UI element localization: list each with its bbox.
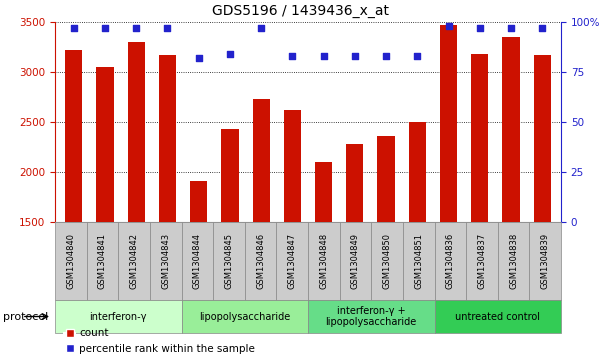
Text: GSM1304850: GSM1304850 <box>383 233 392 289</box>
Bar <box>96 67 114 222</box>
Text: GSM1304837: GSM1304837 <box>477 233 486 289</box>
Text: GSM1304841: GSM1304841 <box>98 233 107 289</box>
Bar <box>471 54 489 222</box>
Text: interferon-γ: interferon-γ <box>90 311 147 322</box>
Point <box>194 55 204 61</box>
Bar <box>377 136 395 222</box>
Bar <box>315 162 332 222</box>
Text: GSM1304845: GSM1304845 <box>224 233 233 289</box>
Text: untreated control: untreated control <box>455 311 540 322</box>
Point <box>537 25 547 31</box>
Bar <box>190 181 207 222</box>
Point <box>257 25 266 31</box>
Point <box>69 25 79 31</box>
Bar <box>221 129 239 222</box>
Text: GSM1304847: GSM1304847 <box>288 233 297 289</box>
Point <box>475 25 484 31</box>
Text: lipopolysaccharide: lipopolysaccharide <box>199 311 290 322</box>
Bar <box>127 42 145 222</box>
Text: GSM1304849: GSM1304849 <box>351 233 360 289</box>
Text: GSM1304851: GSM1304851 <box>414 233 423 289</box>
Bar <box>65 50 82 222</box>
Text: GSM1304846: GSM1304846 <box>256 233 265 289</box>
Bar <box>440 25 457 222</box>
Point <box>132 25 141 31</box>
Point <box>163 25 172 31</box>
Point <box>350 53 359 59</box>
Bar <box>409 122 426 222</box>
Legend: count, percentile rank within the sample: count, percentile rank within the sample <box>60 324 259 358</box>
Text: GSM1304836: GSM1304836 <box>446 233 455 289</box>
Point <box>100 25 110 31</box>
Point <box>225 51 235 57</box>
Text: interferon-γ +
lipopolysaccharide: interferon-γ + lipopolysaccharide <box>326 306 417 327</box>
Point <box>506 25 516 31</box>
Text: GSM1304842: GSM1304842 <box>130 233 139 289</box>
Bar <box>284 110 301 222</box>
Bar <box>534 54 551 222</box>
Point <box>381 53 391 59</box>
Text: GSM1304844: GSM1304844 <box>193 233 202 289</box>
Text: protocol: protocol <box>3 311 48 322</box>
Text: GSM1304838: GSM1304838 <box>509 233 518 289</box>
Text: GSM1304848: GSM1304848 <box>319 233 328 289</box>
Bar <box>346 144 364 222</box>
Point <box>287 53 297 59</box>
Point <box>412 53 422 59</box>
Text: GDS5196 / 1439436_x_at: GDS5196 / 1439436_x_at <box>212 4 389 18</box>
Text: GSM1304840: GSM1304840 <box>66 233 75 289</box>
Bar <box>502 37 520 222</box>
Text: GSM1304843: GSM1304843 <box>161 233 170 289</box>
Point <box>319 53 328 59</box>
Bar <box>252 99 270 222</box>
Point <box>444 23 453 29</box>
Text: GSM1304839: GSM1304839 <box>541 233 550 289</box>
Bar <box>159 55 176 222</box>
